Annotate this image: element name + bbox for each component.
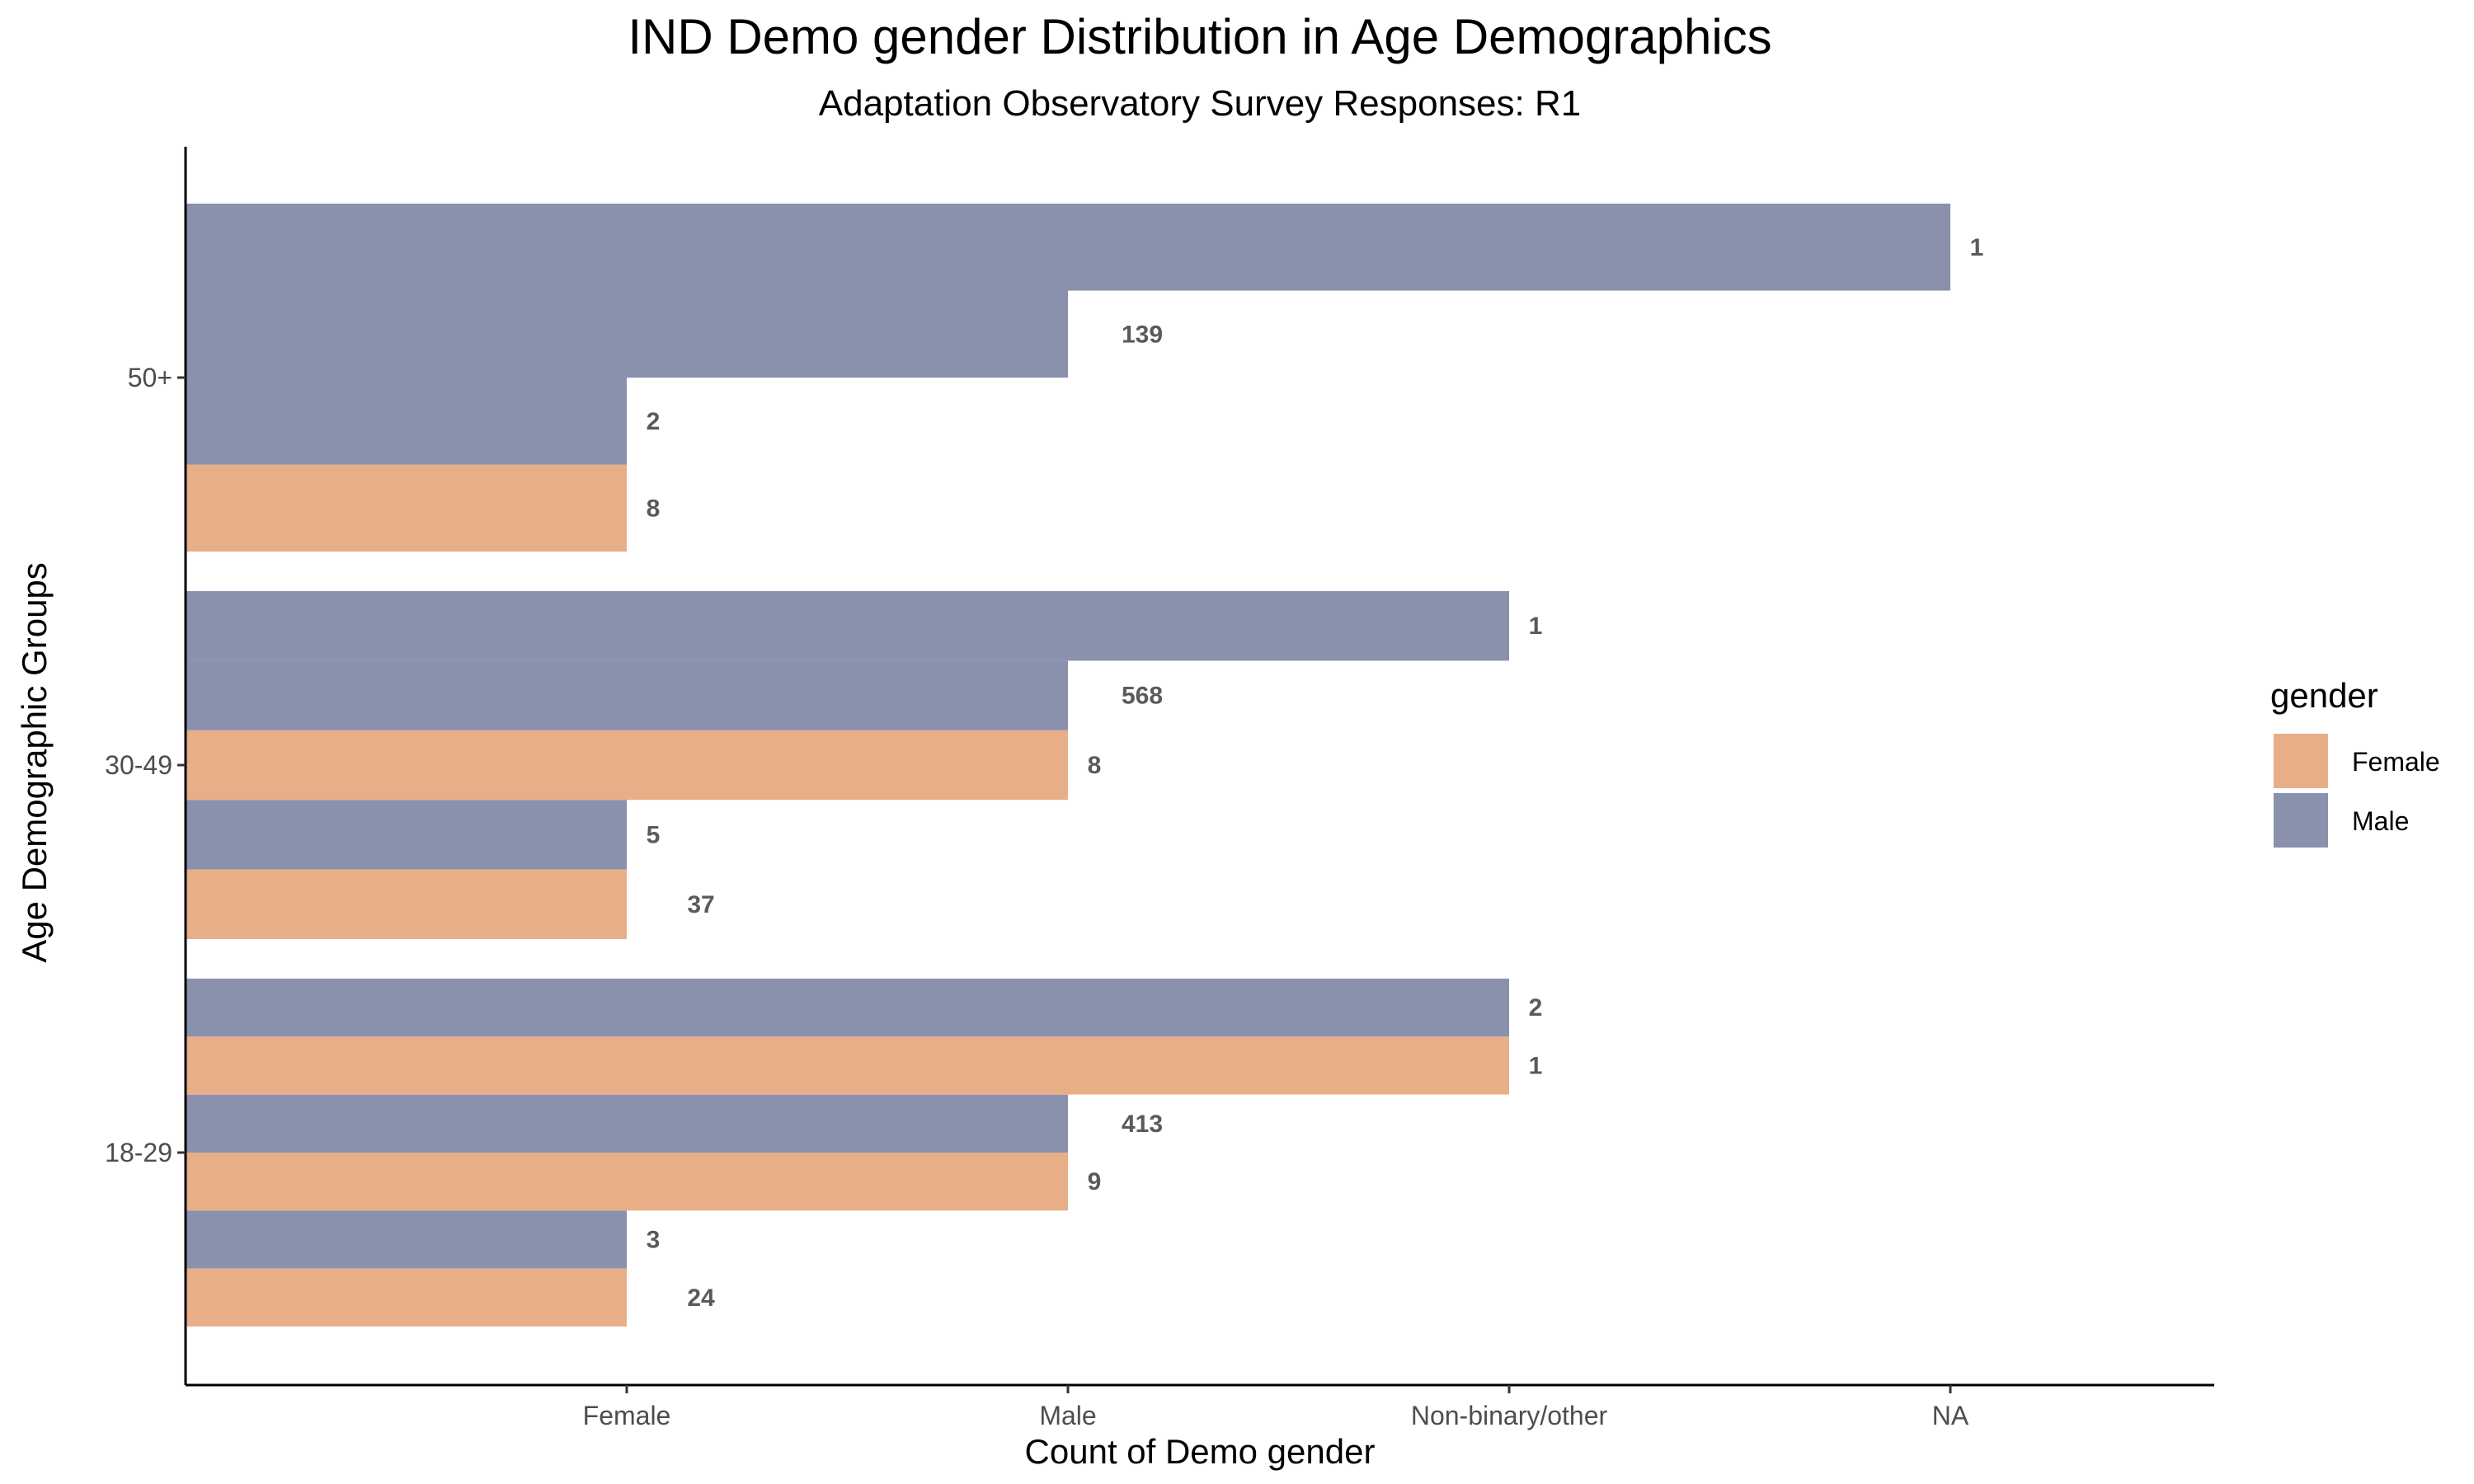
data-label: 2	[647, 408, 661, 435]
bar-50+-female-1	[186, 464, 627, 552]
bar-18-29-male-6	[186, 979, 1509, 1037]
bar-18-29-female-3	[186, 1153, 1068, 1211]
y-axis-title: Age Demographic Groups	[15, 562, 54, 963]
bar-50+-male-2	[186, 378, 627, 465]
data-label: 1	[1970, 234, 1984, 261]
chart-subtitle: Adaptation Observatory Survey Responses:…	[819, 83, 1581, 124]
bar-18-29-female-1	[186, 1268, 627, 1327]
data-label: 3	[647, 1227, 661, 1254]
bar-30-49-male-2	[186, 800, 627, 870]
chart-title: IND Demo gender Distribution in Age Demo…	[628, 9, 1771, 64]
x-tick-label: NA	[1932, 1401, 1969, 1430]
legend-title: gender	[2270, 676, 2378, 715]
legend-label-female: Female	[2352, 747, 2440, 777]
bar-30-49-female-1	[186, 869, 627, 939]
data-label: 5	[647, 821, 661, 848]
data-label: 1	[1529, 1053, 1543, 1080]
x-axis-title: Count of Demo gender	[1025, 1432, 1376, 1471]
bar-30-49-male-5	[186, 591, 1509, 661]
data-label: 37	[687, 891, 714, 918]
legend-label-male: Male	[2352, 806, 2409, 836]
y-tick-label: 30-49	[105, 750, 172, 780]
y-tick-label: 18-29	[105, 1138, 172, 1167]
x-tick-label: Non-binary/other	[1411, 1401, 1608, 1430]
data-label: 2	[1529, 994, 1543, 1021]
bar-18-29-male-2	[186, 1210, 627, 1269]
data-label: 8	[647, 495, 661, 522]
bar-30-49-male-4	[186, 660, 1068, 730]
data-label: 24	[687, 1284, 715, 1312]
data-label: 1	[1529, 613, 1543, 640]
y-tick-label: 50+	[128, 363, 172, 392]
plot-area: 24 3 9 413 1 2 37 5 8 568 1 8 2 139 1 18-29 30-49 50+ Fema…	[105, 147, 2214, 1430]
legend-key-male	[2274, 793, 2328, 848]
bar-50+-male-4	[186, 204, 1950, 291]
data-label: 413	[1122, 1111, 1163, 1138]
legend: gender Female Male	[2270, 676, 2440, 848]
bar-30-49-female-3	[186, 730, 1068, 801]
data-label: 8	[1088, 752, 1102, 779]
data-label: 568	[1122, 683, 1163, 710]
legend-key-female	[2274, 734, 2328, 788]
data-label: 9	[1088, 1168, 1102, 1195]
bar-18-29-female-5	[186, 1036, 1509, 1095]
x-tick-label: Female	[583, 1401, 671, 1430]
bar-18-29-male-4	[186, 1094, 1068, 1153]
data-label: 139	[1122, 321, 1163, 348]
x-tick-label: Male	[1039, 1401, 1096, 1430]
bar-50+-male-3	[186, 290, 1068, 378]
